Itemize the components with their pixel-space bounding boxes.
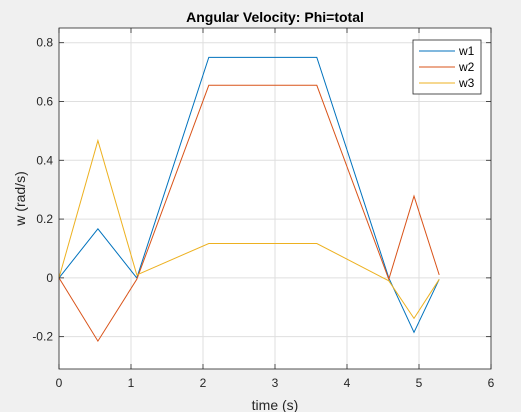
y-tick-label: -0.2: [32, 330, 53, 344]
y-axis-label: w (rad/s): [12, 171, 28, 226]
series-line-w3: [58, 138, 440, 320]
legend-label-w2: w2: [458, 60, 475, 74]
y-tick-label: 0.6: [36, 94, 53, 108]
series-lines: [58, 56, 440, 343]
series-line-w2: [58, 84, 440, 343]
axis-ticks: 0 1 2 3 4 5 6 -0.2 0 0.2 0.4 0.6 0.8: [32, 28, 495, 390]
x-tick-label: 6: [488, 376, 495, 390]
x-tick-label: 1: [128, 376, 135, 390]
x-axis-label: time (s): [252, 397, 299, 412]
legend-label-w3: w3: [458, 76, 475, 90]
legend: w1 w2 w3: [412, 39, 482, 95]
x-tick-label: 4: [344, 376, 351, 390]
x-tick-label: 2: [200, 376, 207, 390]
chart-title: Angular Velocity: Phi=total: [186, 9, 364, 25]
series-line-w1: [58, 56, 440, 334]
x-tick-label: 3: [272, 376, 279, 390]
y-tick-label: 0.4: [36, 153, 53, 167]
legend-label-w1: w1: [458, 44, 475, 58]
grid-lines: [58, 28, 492, 369]
y-tick-label: 0.8: [36, 36, 53, 50]
y-tick-label: 0: [46, 271, 53, 285]
x-tick-label: 5: [416, 376, 423, 390]
x-tick-label: 0: [56, 376, 63, 390]
y-tick-label: 0.2: [36, 212, 53, 226]
